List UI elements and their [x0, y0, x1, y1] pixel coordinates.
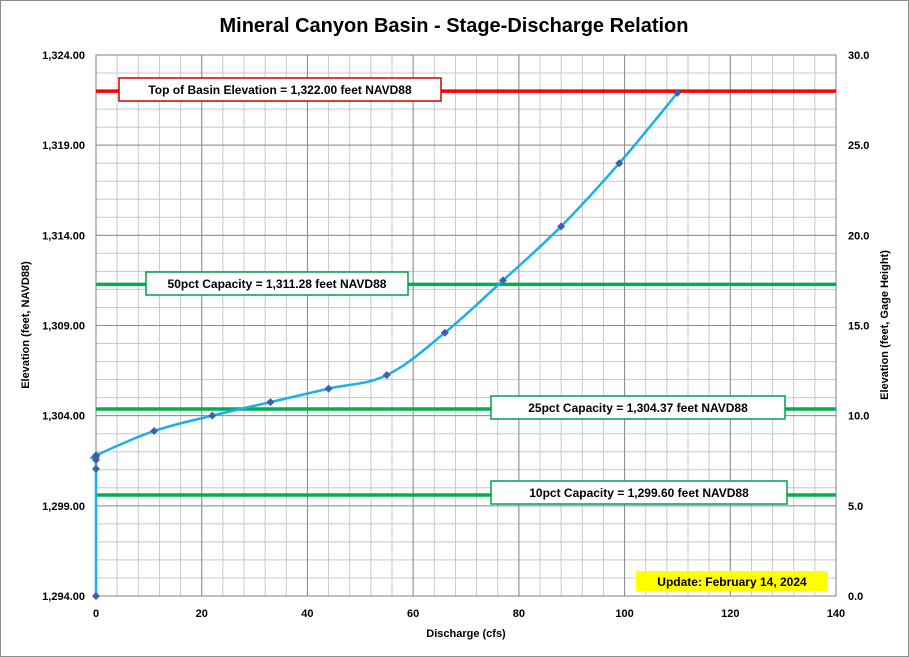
- data-point-marker: [208, 411, 217, 420]
- y-tick-label: 1,299.00: [42, 501, 85, 513]
- reference-label-text: Top of Basin Elevation = 1,322.00 feet N…: [148, 83, 412, 97]
- chart-title: Mineral Canyon Basin - Stage-Discharge R…: [220, 15, 689, 37]
- reference-label-text: 10pct Capacity = 1,299.60 feet NAVD88: [529, 486, 749, 500]
- data-point-marker: [92, 592, 100, 600]
- reference-label-box: [490, 480, 788, 505]
- update-badge-box: [636, 571, 828, 591]
- y2-tick-label: 30.0: [848, 50, 869, 62]
- data-point-marker: [673, 88, 682, 97]
- plot-area: [95, 54, 837, 597]
- x-tick-label: 100: [615, 608, 633, 620]
- data-point-marker: [92, 464, 100, 473]
- major-gridlines: [95, 54, 837, 597]
- data-point-marker: [382, 371, 391, 380]
- data-point-marker: [499, 276, 507, 285]
- data-point-marker: [150, 426, 159, 435]
- x-tick-label: 0: [93, 608, 99, 620]
- rating-curve-line: [90, 92, 679, 597]
- x-tick-label: 40: [301, 608, 313, 620]
- y-tick-label: 1,309.00: [42, 321, 85, 333]
- y-axis-ticks: 1,294.00 1,299.00 1,304.00 1,309.00 1,314.00…: [42, 50, 85, 603]
- reference-labels: Top of Basin Elevation = 1,322.00 feet N…: [118, 77, 788, 505]
- reference-label-box: [145, 271, 409, 296]
- y2-axis-ticks: 0.0 5.0 10.0 15.0 20.0 25.0 30.0: [848, 50, 869, 603]
- y-tick-label: 1,324.00: [42, 50, 85, 62]
- y2-tick-label: 10.0: [848, 411, 869, 423]
- data-point-marker: [557, 222, 566, 231]
- y2-tick-label: 5.0: [848, 501, 863, 513]
- reference-label-box: [118, 77, 442, 102]
- y-tick-label: 1,304.00: [42, 411, 85, 423]
- update-badge-text: Update: February 14, 2024: [657, 575, 807, 589]
- y2-axis-label: Elevation (feet, Gage Height): [879, 250, 891, 400]
- data-point-marker: [92, 451, 100, 460]
- y-tick-label: 1,294.00: [42, 591, 85, 603]
- y2-tick-label: 20.0: [848, 230, 869, 242]
- data-point-marker: [266, 398, 275, 407]
- data-point-marker: [440, 328, 449, 337]
- y-tick-label: 1,319.00: [42, 140, 85, 152]
- x-tick-label: 120: [721, 608, 739, 620]
- y2-tick-label: 25.0: [848, 140, 869, 152]
- x-axis-label: Discharge (cfs): [426, 628, 506, 640]
- x-tick-label: 60: [407, 608, 419, 620]
- reference-label-text: 25pct Capacity = 1,304.37 feet NAVD88: [528, 401, 748, 415]
- x-tick-label: 20: [196, 608, 208, 620]
- x-tick-label: 140: [827, 608, 845, 620]
- update-badge: Update: February 14, 2024: [636, 571, 828, 591]
- x-axis-ticks: 0 20 40 60 80 100 120 140: [93, 608, 845, 620]
- data-point-marker: [324, 384, 333, 393]
- rating-curve-markers: [92, 88, 682, 600]
- reference-label-text: 50pct Capacity = 1,311.28 feet NAVD88: [168, 277, 387, 291]
- data-point-marker: [615, 159, 624, 168]
- y2-tick-label: 15.0: [848, 321, 869, 333]
- y2-tick-label: 0.0: [848, 591, 863, 603]
- x-tick-label: 80: [513, 608, 525, 620]
- reference-label-box: [490, 395, 786, 420]
- y-tick-label: 1,314.00: [42, 230, 85, 242]
- y-axis-label: Elevation (feet, NAVD88): [20, 261, 32, 389]
